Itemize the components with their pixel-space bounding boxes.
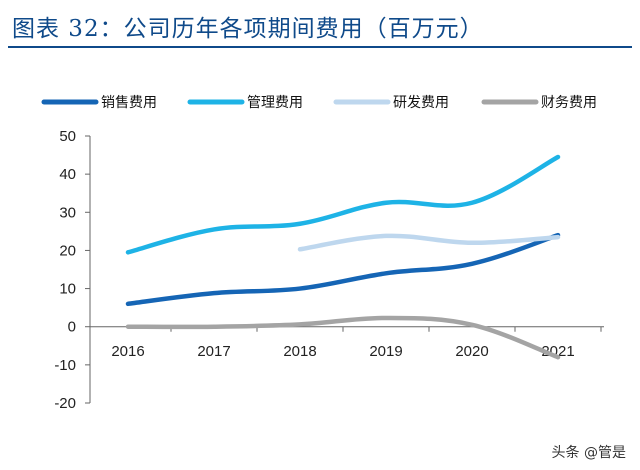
series-line-3 (297, 233, 561, 252)
legend-label: 财务费用 (541, 95, 597, 111)
x-tick-label: 2018 (283, 343, 316, 360)
legend-item-3: 研发费用 (333, 95, 449, 111)
x-tick-label: 2019 (369, 343, 402, 360)
title-underline (8, 46, 632, 48)
series-line-1 (125, 232, 561, 307)
y-tick-label: 10 (59, 281, 76, 298)
y-tick-label: 40 (59, 166, 76, 183)
legend-label: 研发费用 (393, 95, 449, 111)
y-tick-label: 50 (59, 128, 76, 145)
legend-label: 销售费用 (101, 95, 157, 111)
series-lines (125, 154, 561, 360)
y-tick-label: -10 (54, 357, 76, 374)
watermark: 头条 @管是 (551, 445, 626, 461)
y-tick-label: -20 (54, 395, 76, 412)
chart-title: 图表 32：公司历年各项期间费用（百万元） (12, 16, 484, 42)
series-line-4 (125, 315, 561, 360)
legend-label: 管理费用 (247, 95, 303, 111)
legend-item-4: 财务费用 (481, 95, 597, 111)
title-bar: 图表 32：公司历年各项期间费用（百万元） (0, 0, 640, 48)
legend-item-1: 销售费用 (41, 95, 157, 111)
x-tick-label: 2016 (111, 343, 144, 360)
y-tick-label: 30 (59, 204, 76, 221)
y-tick-label: 20 (59, 242, 76, 259)
y-tick-label: 0 (68, 319, 76, 336)
x-tick-label: 2017 (197, 343, 230, 360)
x-tick-label: 2020 (455, 343, 488, 360)
series-line-2 (125, 154, 561, 255)
legend: 销售费用 管理费用 研发费用 财务费用 (41, 95, 597, 111)
legend-item-2: 管理费用 (187, 95, 303, 111)
